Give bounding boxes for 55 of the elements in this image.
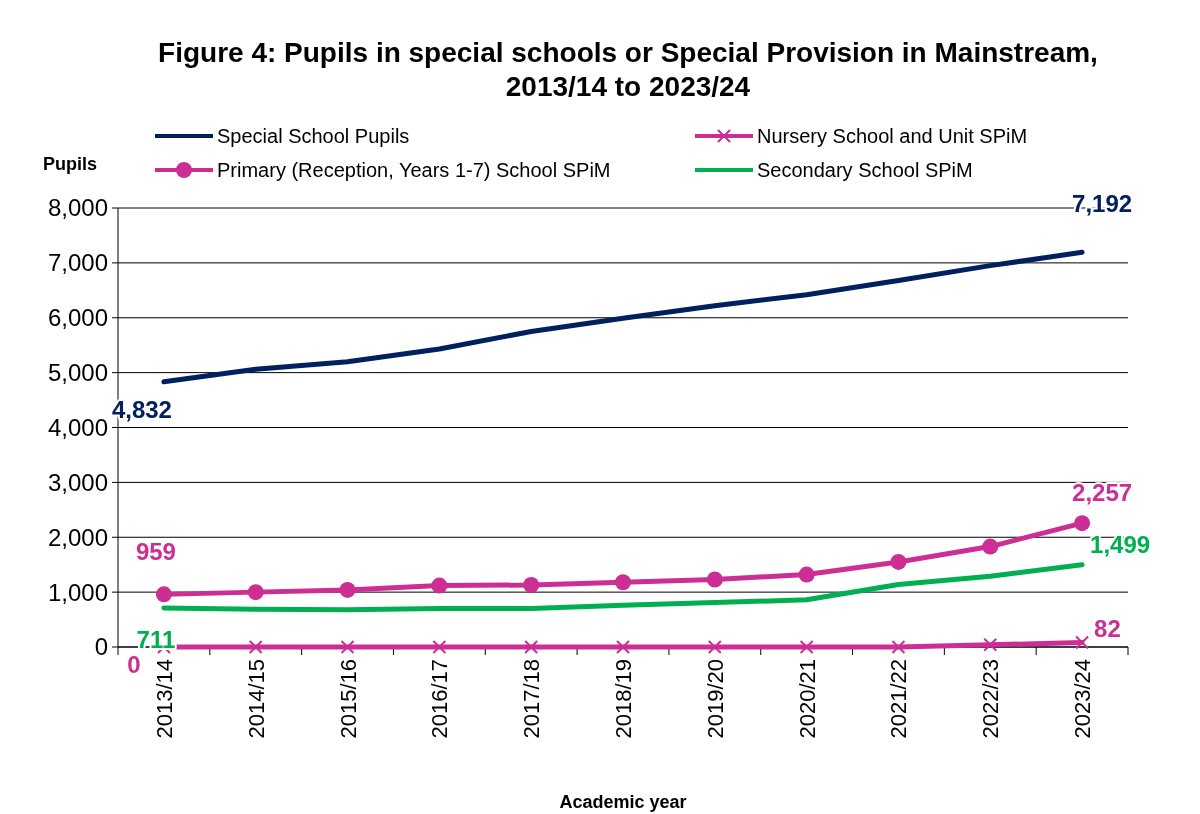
x-axis-title: Academic year <box>559 792 687 812</box>
y-tick-label: 8,000 <box>47 194 108 222</box>
legend-label: Secondary School SPiM <box>757 159 973 181</box>
data-label: 1,499 <box>1090 530 1151 558</box>
chart-title: Figure 4: Pupils in special schools or Special Provision in Mainstream, 2013/14 to 2023/24 <box>158 36 1098 104</box>
x-tick-label: 2019/20 <box>702 659 728 739</box>
point <box>982 538 999 555</box>
x-tick-label: 2022/23 <box>978 659 1004 739</box>
x-tick-label: 2014/15 <box>243 659 269 739</box>
y-axis-title: Pupils <box>43 154 98 174</box>
point <box>248 640 263 654</box>
point <box>247 584 264 601</box>
point <box>1075 635 1090 650</box>
data-label: 82 <box>1094 614 1121 642</box>
data-label: 959 <box>135 538 176 566</box>
x-tick-label: 2017/18 <box>519 659 545 739</box>
point <box>339 581 356 598</box>
x-tick-label: 2018/19 <box>611 659 636 739</box>
y-tick-label: 6,000 <box>47 304 108 332</box>
point <box>799 640 814 654</box>
legend-label: Nursery School and Unit SPiM <box>757 125 1028 147</box>
data-label: 7,192 <box>1072 190 1133 218</box>
x-tick-label: 2023/24 <box>1070 659 1096 739</box>
point <box>983 637 998 652</box>
point <box>524 640 539 654</box>
y-tick-label: 0 <box>94 633 108 661</box>
point <box>891 640 906 654</box>
legend-label: Primary (Reception, Years 1-7) School SPiM <box>217 159 611 181</box>
point <box>340 640 355 654</box>
x-tick-label: 2013/14 <box>151 659 177 739</box>
legend-label: Special School Pupils <box>217 125 410 147</box>
point <box>798 566 815 583</box>
point <box>706 571 723 588</box>
y-tick-label: 4,000 <box>47 413 108 441</box>
point <box>890 553 907 570</box>
y-tick-label: 2,000 <box>47 523 108 551</box>
data-label: 2,257 <box>1072 479 1133 507</box>
y-tick-label: 7,000 <box>47 249 108 277</box>
point <box>615 574 631 591</box>
data-label: 0 <box>127 651 141 678</box>
point <box>707 640 722 654</box>
y-tick-label: 1,000 <box>47 578 108 606</box>
point <box>523 576 540 593</box>
point <box>431 577 448 594</box>
x-tick-label: 2016/17 <box>427 659 453 739</box>
point <box>1074 515 1091 532</box>
point <box>616 640 630 654</box>
x-tick-label: 2020/21 <box>794 659 820 739</box>
data-label: 4,832 <box>111 395 172 423</box>
point <box>432 640 447 654</box>
point <box>155 586 172 603</box>
y-tick-label: 3,000 <box>47 468 108 496</box>
x-tick-label: 2021/22 <box>886 659 912 739</box>
y-tick-label: 5,000 <box>47 359 108 387</box>
x-tick-label: 2015/16 <box>335 659 361 739</box>
